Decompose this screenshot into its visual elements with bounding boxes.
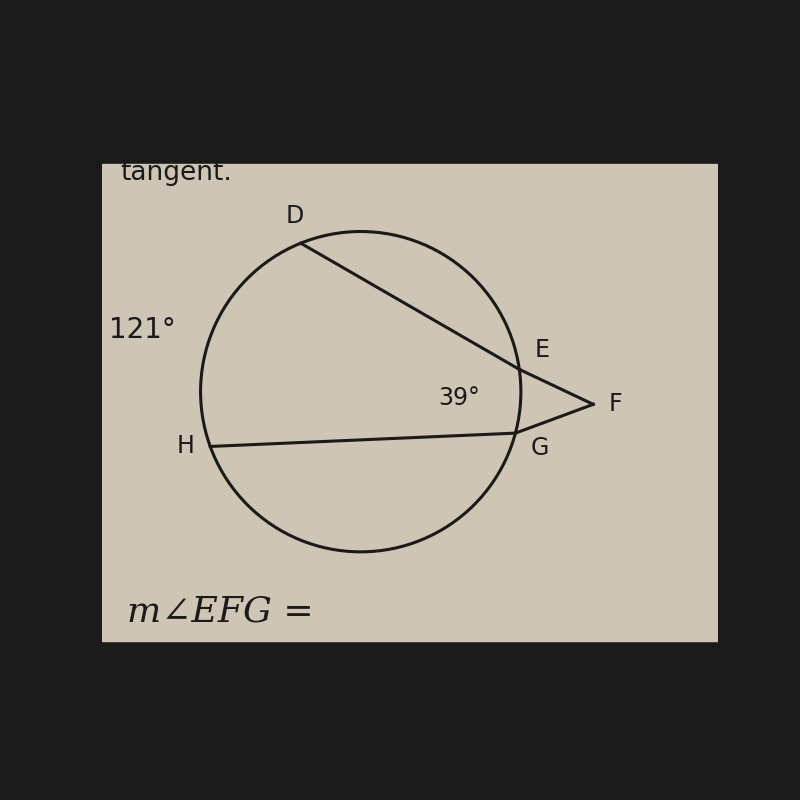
Text: 121°: 121° — [109, 316, 176, 344]
Text: E: E — [534, 338, 550, 362]
Text: 39°: 39° — [438, 386, 481, 410]
Text: F: F — [609, 392, 622, 416]
Text: G: G — [531, 436, 549, 460]
Text: tangent.: tangent. — [121, 160, 232, 186]
Text: m∠EFG =: m∠EFG = — [126, 595, 314, 629]
Text: D: D — [286, 204, 304, 228]
Text: H: H — [177, 434, 195, 458]
Bar — [102, 164, 718, 641]
